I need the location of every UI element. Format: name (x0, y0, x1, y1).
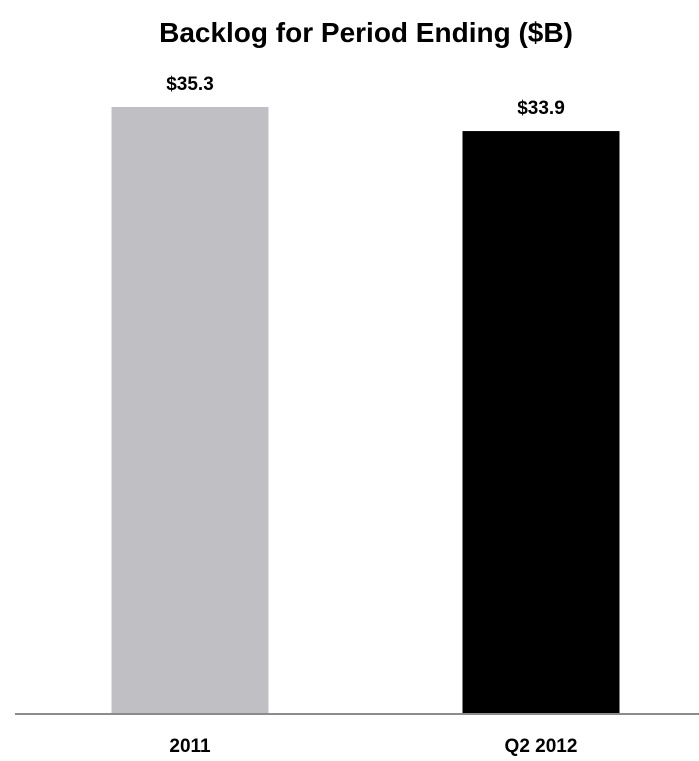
bars-group (111, 107, 620, 714)
data-label-2011: $35.3 (166, 74, 214, 95)
tick-labels-group: 2011 Q2 2012 (169, 736, 577, 757)
data-labels-group: $35.3 $33.9 (166, 74, 565, 119)
x-tick-label-q2-2012: Q2 2012 (505, 736, 578, 757)
chart-title: Backlog for Period Ending ($B) (159, 17, 573, 48)
bar-2011 (111, 107, 269, 714)
data-label-q2-2012: $33.9 (517, 98, 565, 119)
bar-q2-2012 (462, 131, 620, 714)
x-tick-label-2011: 2011 (169, 736, 211, 757)
